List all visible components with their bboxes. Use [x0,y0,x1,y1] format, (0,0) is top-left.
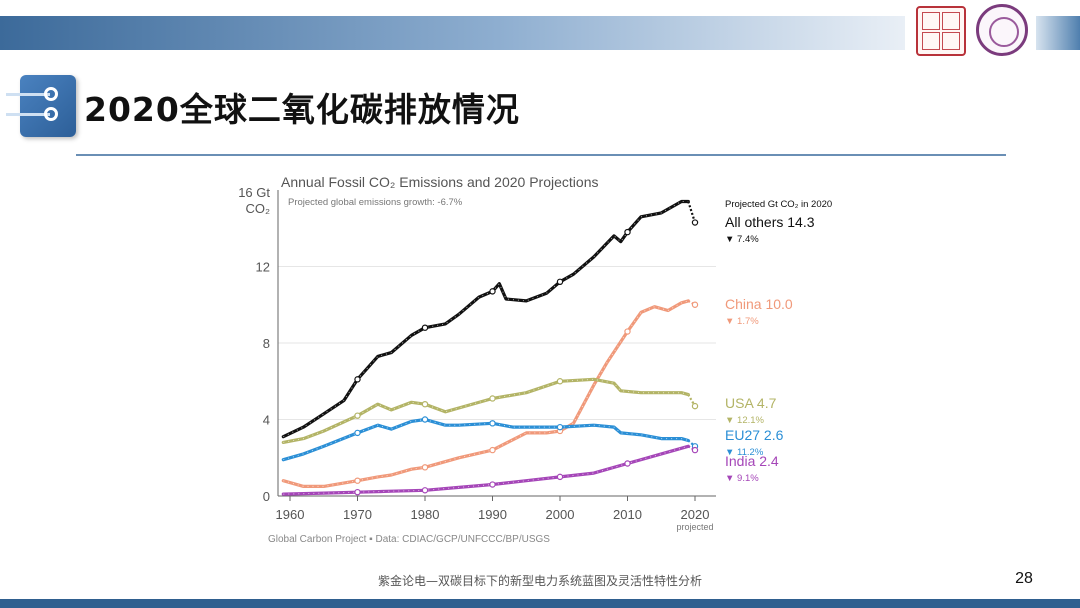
data-point [691,219,699,226]
projection-segment-eu27 [687,439,696,448]
x-tick-labels: 1960 1970 1980 1990 2000 2010 2020 [276,496,710,522]
x-tick-label: 1970 [343,507,372,522]
x-tick-label: 1960 [276,507,305,522]
data-point [556,378,564,385]
data-point [421,416,429,423]
y-axis-unit-co2: CO₂ [245,201,270,216]
y-tick-labels: 0 4 8 12 [256,260,270,505]
legend-change-usa: ▼ 12.1% [725,415,765,426]
header-bar [0,16,905,50]
legend-label-all-others: All others 14.3 [725,214,815,230]
data-point [691,402,699,410]
legend-change-eu27: ▼ 11.2% [725,447,764,458]
legend-change-all-others: ▼ 7.4% [725,234,759,245]
data-point [354,412,361,419]
calligraphy-seal-logo [916,6,966,56]
data-point [354,376,361,383]
data-point [489,481,496,488]
series-line-eu27 [281,417,690,462]
data-point [354,477,361,484]
chart-credit: Global Carbon Project ▪ Data: CDIAC/GCP/… [268,534,550,545]
data-point [624,328,631,335]
data-point [556,423,564,431]
title-divider [76,154,1006,156]
projection-segment-china [687,299,696,306]
header-bar-right [1036,16,1080,50]
y-axis-unit: 16 Gt [238,185,270,200]
x-tick-projected: projected [676,522,713,532]
projection-segment-india [687,445,696,452]
x-tick-label: 2020 [681,507,710,522]
data-point [691,446,699,454]
legend-label-eu27: EU27 2.6 [725,427,784,443]
binder-clip-icon [6,75,76,137]
y-tick-label: 4 [263,413,270,428]
data-point [421,464,429,471]
data-point [489,446,496,454]
data-point [691,301,699,308]
series-lines [281,199,699,496]
co2-emissions-chart: Annual Fossil CO₂ Emissions and 2020 Pro… [238,174,832,545]
footer-bar [0,599,1080,608]
data-point [489,420,496,427]
legend-label-china: China 10.0 [725,296,793,312]
series-dots-all-others [283,201,689,438]
series-dots-india [283,445,689,495]
data-point [556,473,564,481]
slide-footer: 紫金论电—双碳目标下的新型电力系统蓝图及灵活性特性分析 [377,574,702,588]
chart-subtitle: Projected global emissions growth: -6.7% [288,197,463,208]
data-point [556,278,564,286]
y-tick-label: 0 [263,489,270,504]
series-line-india [281,444,690,496]
university-emblem-logo [976,4,1028,56]
chart-title: Annual Fossil CO₂ Emissions and 2020 Pro… [281,174,598,190]
data-point [421,400,429,408]
series-dots-china [283,300,689,487]
legend-heading: Projected Gt CO₂ in 2020 [725,199,832,210]
legend-change-india: ▼ 9.1% [725,473,759,484]
data-point [624,228,631,236]
x-tick-label: 1990 [478,507,507,522]
legend: All others 14.3 ▼ 7.4% China 10.0 ▼ 1.7% USA… [725,214,815,484]
data-point [489,288,496,295]
x-tick-label: 2010 [613,507,642,522]
data-point [489,395,496,402]
data-point [421,487,429,494]
data-point [354,429,361,437]
legend-label-usa: USA 4.7 [725,395,777,411]
x-tick-label: 2000 [546,507,575,522]
y-tick-label: 12 [256,260,270,275]
legend-change-china: ▼ 1.7% [725,316,759,327]
legend-label-india: India 2.4 [725,453,779,469]
slide-title: 2020全球二氧化碳排放情况 [84,90,520,129]
data-point [421,324,429,331]
projection-segment-all-others [687,201,697,223]
series-dots-usa [283,378,689,443]
data-point [354,488,361,496]
x-tick-label: 1980 [411,507,440,522]
page-number: 28 [1015,570,1033,587]
y-tick-label: 8 [263,336,270,351]
data-point [624,460,631,467]
